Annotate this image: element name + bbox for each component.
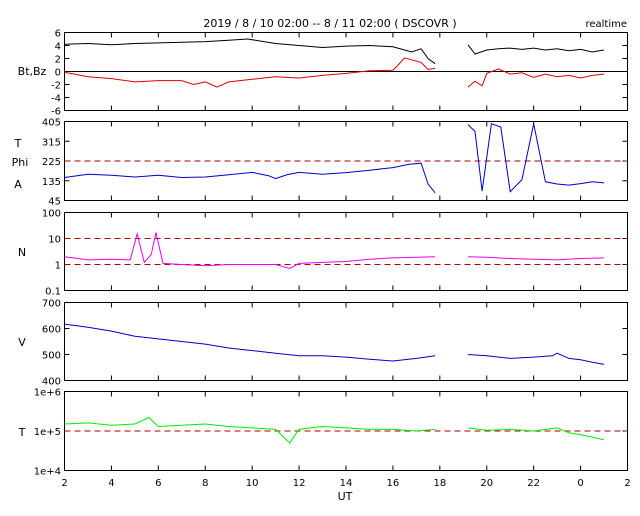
y-tick-label: 2 [55,55,61,66]
ylabel-phi: Phi [12,156,29,169]
y-tick-label: 400 [42,377,61,388]
x-tick-label: 6 [155,478,161,489]
x-tick-label: 12 [293,478,306,489]
chart-marks: 6420-2-4-6405315225135451001010.17006005… [34,29,631,490]
y-tick-label: -4 [51,94,61,105]
y-tick-label: 600 [42,325,61,336]
series-line-phi [64,162,436,194]
x-tick-label: 22 [527,478,540,489]
y-tick-label: 700 [42,299,61,310]
series-line-v [467,352,605,365]
ylabel-speed: V [18,336,26,349]
y-tick-label: 1e+5 [34,427,61,438]
y-tick-label: 0.1 [45,287,61,298]
x-tick-label: 16 [387,478,400,489]
x-tick-label: 20 [480,478,493,489]
x-tick-label: 18 [433,478,446,489]
series-line-bt [64,38,436,65]
y-tick-label: 315 [42,137,61,148]
x-tick-label: 14 [340,478,353,489]
y-tick-label: 10 [48,235,61,246]
x-tick-label: 4 [108,478,114,489]
y-tick-label: -6 [51,107,61,118]
ylabel-phi-a: A [14,178,22,191]
x-tick-label: 2 [624,478,630,489]
y-tick-label: 4 [55,42,61,53]
series-line-t [64,416,436,444]
y-tick-label: 6 [55,29,61,40]
series-line-v [64,323,436,362]
realtime-label: realtime [585,19,627,30]
series-line-bz [64,57,436,88]
ylabel-bt-bz: Bt,Bz [18,65,47,78]
y-tick-label: 0 [55,68,61,79]
x-axis-label: UT [338,490,353,503]
series-line-t [467,427,605,441]
x-tick-label: 2 [61,478,67,489]
y-tick-label: 100 [42,209,61,220]
ylabel-density: N [18,246,26,259]
x-tick-label: 8 [202,478,208,489]
chart-title: 2019 / 8 / 10 02:00 -- 8 / 11 02:00 ( DS… [203,17,456,30]
y-tick-label: -2 [51,81,61,92]
ylabel-phi-t: T [14,137,22,150]
y-tick-label: 500 [42,351,61,362]
series-line-bt [467,44,605,55]
x-tick-label: 10 [246,478,259,489]
y-tick-label: 405 [42,118,61,129]
y-tick-label: 135 [42,177,61,188]
series-line-phi [467,123,605,193]
series-line-n [64,231,436,270]
x-tick-label: 0 [577,478,583,489]
y-tick-label: 1e+4 [34,467,61,478]
ylabel-temperature: T [18,426,26,439]
series-line-bz [467,68,605,88]
y-tick-label: 225 [42,157,61,168]
y-tick-label: 1 [55,261,61,272]
series-line-n [467,256,605,261]
y-tick-label: 45 [48,197,61,208]
y-tick-label: 1e+6 [34,388,61,399]
